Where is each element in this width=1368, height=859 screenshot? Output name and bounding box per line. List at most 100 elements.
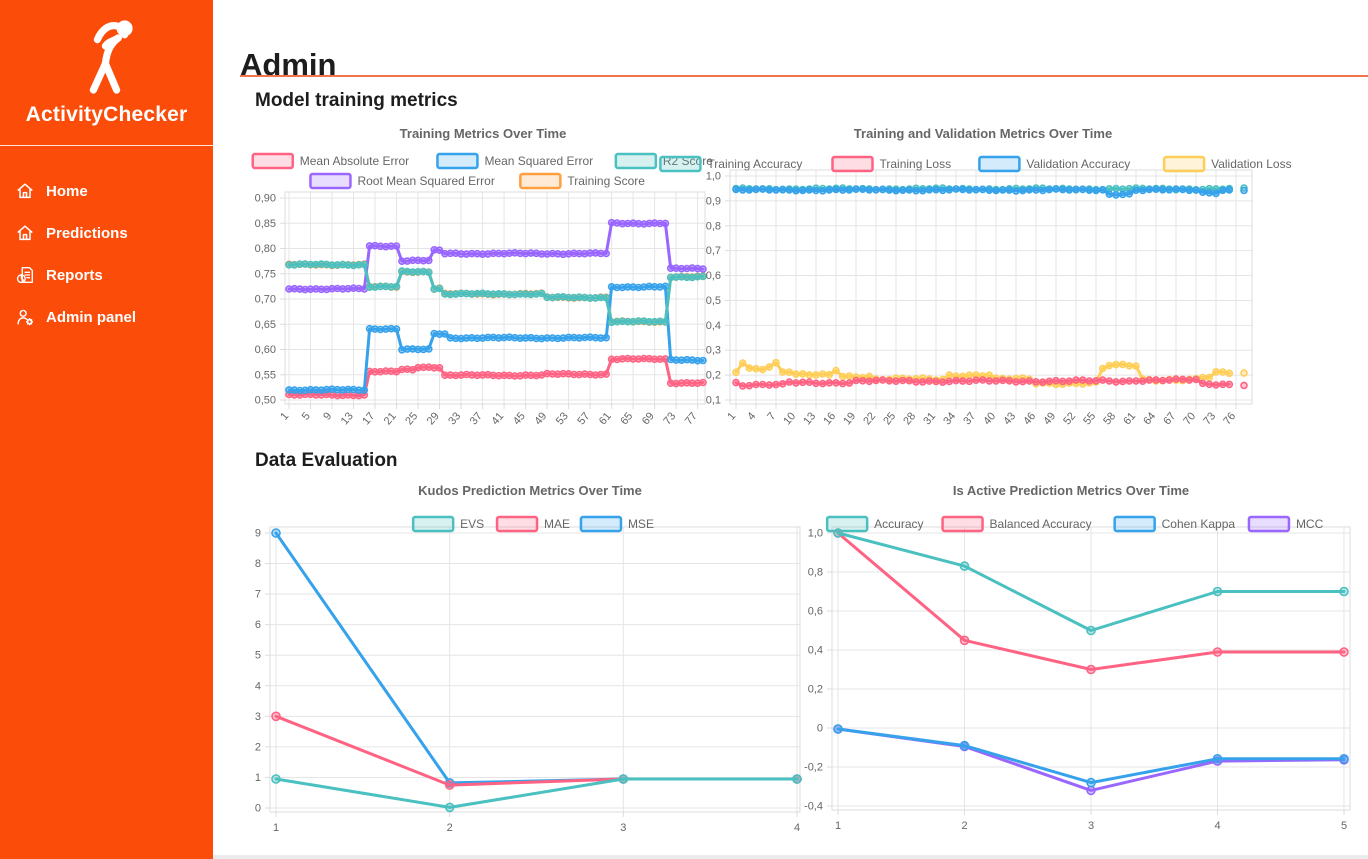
legend-item[interactable]: MCC [1247,515,1324,533]
data-point [832,185,840,194]
legend-swatch [309,172,352,190]
legend-swatch [825,515,869,533]
section-title-model-training: Model training metrics [255,90,458,111]
data-point [985,377,994,385]
series-validation-accuracy [732,185,1248,199]
x-tick-label: 21 [382,410,399,427]
data-point [1018,186,1027,195]
data-point [392,242,401,250]
data-point [972,185,980,194]
data-point [892,377,900,386]
data-point [360,260,369,269]
data-point [444,780,455,790]
series-line [274,714,799,787]
x-tick-label: 77 [683,410,700,427]
series-line [274,777,799,809]
y-tick-label: 0,4 [706,320,721,332]
x-tick-label: 33 [446,410,463,427]
legend-item[interactable]: Validation Loss [1162,155,1292,173]
data-point [1125,377,1134,385]
x-tick-label: 49 [1041,410,1058,427]
x-tick-label: 4 [794,822,800,834]
data-point [832,366,840,375]
app-logo: ActivityChecker [0,0,213,127]
data-point [898,186,907,194]
x-tick-label: 4 [745,410,758,422]
data-point [1240,381,1248,390]
data-point [1198,188,1207,196]
data-point [758,185,767,193]
legend-item[interactable]: EVS [411,515,484,533]
y-tick-label: 0,90 [255,193,276,205]
bottom-scroll-strip[interactable] [213,855,1368,859]
x-tick-label: 70 [1181,410,1198,427]
data-point [825,370,834,379]
legend-item[interactable]: Cohen Kappa [1113,515,1236,533]
series-line [836,531,1346,632]
data-point [1125,190,1134,198]
data-point [661,282,670,291]
legend-item[interactable]: Training Accuracy [659,155,802,173]
chart-training-validation-metrics: 1,0 0,9 0,8 0,7 0,6 0,5 0,4 0,3 0,2 0,1 1 4 7 10 13 16 1… [659,126,1292,427]
data-point [998,186,1007,194]
sidebar-divider [0,145,213,146]
chart-training-metrics: 0,900,850,800,750,700,650,600,550,501 5 9 1… [251,126,713,427]
legend-item[interactable]: Mean Squared Error [436,152,593,170]
sidebar-item-admin-panel[interactable]: Admin panel [0,296,213,338]
data-point [812,379,820,388]
data-point [785,186,794,194]
y-tick-label: 0,50 [255,395,276,407]
data-point [945,371,954,379]
sidebar-item-home[interactable]: Home [0,170,213,212]
sidebar-item-reports[interactable]: Reports [0,254,213,296]
data-point [1072,185,1080,194]
data-point [845,186,854,194]
data-point [832,378,840,387]
legend-item[interactable]: MAE [495,515,570,533]
x-tick-label: 13 [801,410,818,427]
sidebar-item-predictions[interactable]: Predictions [0,212,213,254]
title-divider [240,75,1368,77]
legend-item[interactable]: Root Mean Squared Error [309,172,495,190]
y-tick-label: 8 [255,558,261,570]
data-point [818,370,827,378]
data-point [945,377,954,386]
data-point [1339,647,1349,657]
legend-item[interactable]: Mean Absolute Error [251,152,409,170]
y-tick-label: 1,0 [706,171,721,183]
data-point [618,774,629,784]
data-point [1086,625,1096,636]
data-point [792,379,800,387]
legend-item[interactable]: MSE [579,515,654,533]
y-tick-label: 0,65 [255,319,276,331]
legend-label: MCC [1296,517,1324,531]
data-point [732,368,740,377]
data-point [1078,376,1087,384]
y-tick-label: 0,2 [706,370,721,382]
home-icon [17,183,33,199]
data-point [905,186,914,194]
legend-item[interactable]: Balanced Accuracy [941,515,1092,533]
data-point [985,186,994,194]
data-point [965,377,974,386]
x-tick-label: 58 [1101,410,1118,427]
data-point [1165,186,1174,194]
y-tick-label: 7 [255,589,261,601]
legend-swatch [614,152,658,170]
data-point [845,372,854,380]
data-point [435,363,444,372]
x-tick-label: 61 [1121,410,1138,427]
legend-label: Mean Squared Error [484,154,593,168]
y-tick-label: 0,75 [255,268,276,280]
data-point [778,379,787,388]
legend-item[interactable]: Accuracy [825,515,924,533]
data-point [765,186,774,194]
legend-item[interactable]: Training Loss [831,155,952,173]
legend-item[interactable]: Training Score [519,172,645,190]
legend-label: Root Mean Squared Error [357,174,494,188]
data-point [1138,186,1147,195]
data-point [699,356,707,365]
x-tick-label: 3 [620,822,626,834]
legend-item[interactable]: Validation Accuracy [978,155,1130,173]
